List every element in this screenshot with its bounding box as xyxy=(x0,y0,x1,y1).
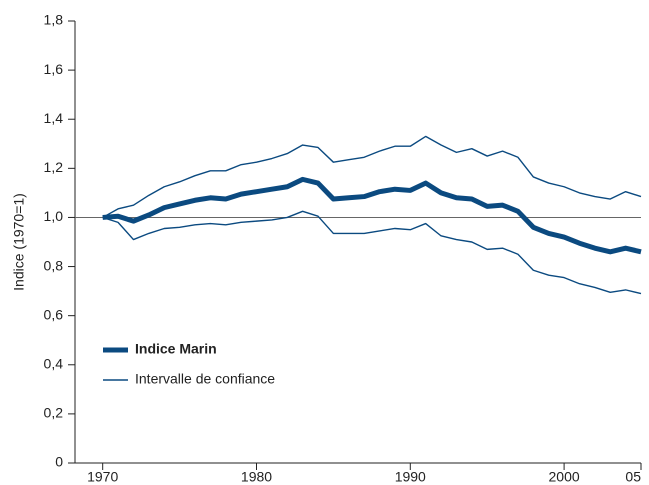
y-tick-label: 1,8 xyxy=(44,12,64,28)
confidence-upper xyxy=(102,135,642,219)
y-tick-label: 1,2 xyxy=(44,159,64,175)
y-axis-label: Indice (1970=1) xyxy=(11,193,27,291)
y-tick-label: 0 xyxy=(55,454,63,470)
y-tick-label: 0,4 xyxy=(44,355,64,371)
index-line xyxy=(102,176,642,255)
confidence-lower xyxy=(102,210,642,295)
y-tick-label: 0,6 xyxy=(44,306,64,322)
y-tick-label: 0,8 xyxy=(44,257,64,273)
y-tick-label: 1,0 xyxy=(44,208,64,224)
legend-label: Intervalle de confiance xyxy=(135,371,275,387)
legend-label: Indice Marin xyxy=(135,341,217,357)
y-tick-label: 1,4 xyxy=(44,110,64,126)
x-tick-label: 1970 xyxy=(87,469,118,485)
x-tick-label: 05 xyxy=(625,469,641,485)
y-tick-label: 0,2 xyxy=(44,405,64,421)
y-tick-label: 1,6 xyxy=(44,61,64,77)
x-tick-label: 2000 xyxy=(549,469,580,485)
x-tick-label: 1990 xyxy=(395,469,426,485)
x-tick-label: 1980 xyxy=(241,469,272,485)
